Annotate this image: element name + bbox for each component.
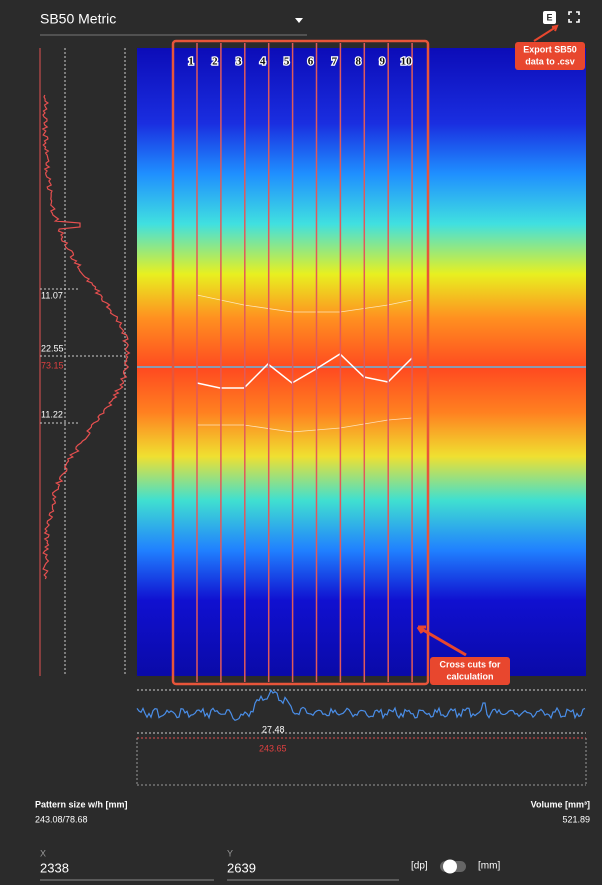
toggle-knob[interactable] (443, 859, 457, 874)
profile-label: 11.22 (41, 409, 63, 419)
left-profile-curve (41, 94, 131, 580)
unit-label: [dp] (411, 861, 428, 872)
callout-arrow (533, 24, 559, 42)
callout-text: data to .csv (525, 56, 575, 66)
cut-region-frame (171, 39, 430, 686)
input-label: X (40, 848, 46, 858)
callout-arrow (416, 625, 467, 657)
bottom-profile-curve (136, 689, 586, 721)
cut-number: 10 (401, 56, 413, 68)
input-value[interactable]: 2639 (227, 860, 256, 875)
cut-number: 3 (236, 56, 242, 68)
profile-label: 243.65 (259, 743, 287, 753)
cut-lines: 1 2 3 4 5 6 7 8 9 10 (187, 43, 413, 682)
export-callout (515, 42, 585, 70)
cut-number: 7 (332, 56, 338, 68)
unit-label: [mm] (478, 861, 500, 872)
profile-label: 73.15 (41, 360, 64, 370)
cut-number: 6 (308, 56, 314, 68)
profile-label: 11.07 (41, 290, 63, 300)
export-button[interactable] (543, 11, 556, 24)
fullscreen-button[interactable] (568, 11, 580, 23)
cut-number: 5 (284, 56, 290, 68)
input-value[interactable]: 2338 (40, 860, 69, 875)
cross-cuts-callout (430, 657, 510, 685)
callout-text: Export SB50 (523, 44, 577, 54)
profile-label: 27.48 (262, 724, 285, 734)
cut-number: 4 (260, 56, 266, 68)
stat-label: Volume [mm³] (531, 799, 590, 809)
stat-label: Pattern size w/h [mm] (35, 799, 128, 809)
callout-text: calculation (446, 671, 493, 681)
stat-value: 243.08/78.68 (35, 814, 88, 824)
input-label: Y (227, 848, 233, 858)
center-trace (196, 353, 413, 389)
profile-label: 22.55 (41, 343, 64, 353)
cut-number: 8 (356, 56, 362, 68)
cut-number: 1 (188, 56, 194, 68)
heatmap (137, 48, 586, 676)
dropdown-arrow[interactable] (295, 18, 303, 23)
export-button-label[interactable]: E (546, 12, 552, 22)
dropdown-value[interactable]: SB50 Metric (40, 11, 116, 27)
cut-number: 9 (379, 56, 385, 68)
stat-value: 521.89 (562, 814, 590, 824)
callout-text: Cross cuts for (439, 659, 501, 669)
cut-number: 2 (212, 56, 218, 68)
